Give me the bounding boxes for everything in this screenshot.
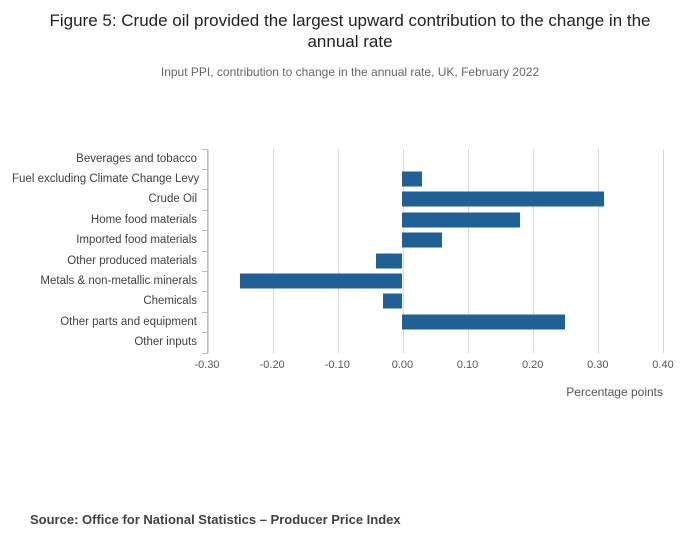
category-label: Other inputs xyxy=(134,336,197,349)
category-label: Other produced materials xyxy=(67,254,197,267)
bar-track xyxy=(207,250,663,270)
bar xyxy=(239,273,403,289)
y-axis-tick xyxy=(202,270,208,272)
category-label: Imported food materials xyxy=(76,234,197,247)
y-axis-tick xyxy=(202,352,208,354)
category-label: Other parts and equipment xyxy=(60,315,197,328)
chart-row: Imported food materials xyxy=(12,230,688,250)
bar xyxy=(402,232,442,248)
category-label: Beverages and tobacco xyxy=(76,152,197,165)
y-axis-tick xyxy=(202,332,208,334)
gridline xyxy=(663,148,664,353)
y-axis-tick xyxy=(202,250,208,252)
chart-row: Chemicals xyxy=(12,291,688,311)
gridline xyxy=(403,148,404,353)
y-axis-tick xyxy=(202,148,208,150)
y-axis-tick xyxy=(202,311,208,313)
chart-row: Home food materials xyxy=(12,210,688,230)
bar xyxy=(402,314,566,330)
bar xyxy=(402,212,520,228)
chart-row: Other inputs xyxy=(12,332,688,352)
gridline xyxy=(273,148,274,353)
x-tick-label: -0.10 xyxy=(324,359,350,372)
y-axis-tick xyxy=(202,168,208,170)
category-label: Metals & non-metallic minerals xyxy=(40,275,197,288)
chart-subtitle: Input PPI, contribution to change in the… xyxy=(160,64,540,79)
chart-row: Crude Oil xyxy=(12,189,688,209)
category-label: Fuel excluding Climate Change Levy xyxy=(12,173,200,186)
bar-track xyxy=(207,312,663,332)
bar-track xyxy=(207,169,663,189)
bar-track xyxy=(207,291,663,311)
bar-track xyxy=(207,230,663,250)
chart-row: Other produced materials xyxy=(12,250,688,270)
gridline xyxy=(338,148,339,353)
x-tick-label: 0.40 xyxy=(652,359,674,372)
y-axis-tick xyxy=(202,209,208,211)
chart-row: Fuel excluding Climate Change Levy xyxy=(12,169,688,189)
x-tick-label: -0.30 xyxy=(194,359,220,372)
gridline xyxy=(468,148,469,353)
gridline xyxy=(208,148,209,353)
gridline xyxy=(533,148,534,353)
bar xyxy=(382,293,403,309)
bar-chart: Beverages and tobacco Fuel excluding Clim… xyxy=(12,148,688,400)
source-note: Source: Office for National Statistics –… xyxy=(30,512,401,527)
category-label: Home food materials xyxy=(90,213,197,226)
x-tick-label: 0.30 xyxy=(587,359,609,372)
x-axis-title: Percentage points xyxy=(566,385,663,400)
chart-rows: Beverages and tobacco Fuel excluding Clim… xyxy=(12,149,688,353)
x-tick-label: 0.20 xyxy=(521,359,544,372)
chart-row: Other parts and equipment xyxy=(12,312,688,332)
gridline xyxy=(598,148,599,353)
bar-track xyxy=(207,189,663,209)
x-tick-label: 0.10 xyxy=(456,359,479,372)
y-axis-tick xyxy=(202,291,208,293)
x-axis: -0.30 -0.20 -0.10 0.00 0.10 0.20 0.30 0.40 xyxy=(194,359,673,373)
x-tick-label: -0.20 xyxy=(259,359,285,372)
y-axis-tick xyxy=(202,189,208,191)
y-axis-tick xyxy=(202,230,208,232)
bar xyxy=(376,253,403,269)
chart-row: Metals & non-metallic minerals xyxy=(12,271,688,291)
category-label: Crude Oil xyxy=(148,193,197,206)
bar xyxy=(402,191,605,207)
category-label: Chemicals xyxy=(143,295,197,308)
bar-track xyxy=(207,210,663,230)
bar-track xyxy=(207,149,663,169)
bar-track xyxy=(207,271,663,291)
bar xyxy=(402,171,422,187)
plot-grid xyxy=(202,148,664,354)
chart-row: Beverages and tobacco xyxy=(12,149,688,169)
x-tick-label: 0.00 xyxy=(391,359,414,372)
chart-title: Figure 5: Crude oil provided the largest… xyxy=(49,11,651,52)
bar-track xyxy=(207,332,663,352)
